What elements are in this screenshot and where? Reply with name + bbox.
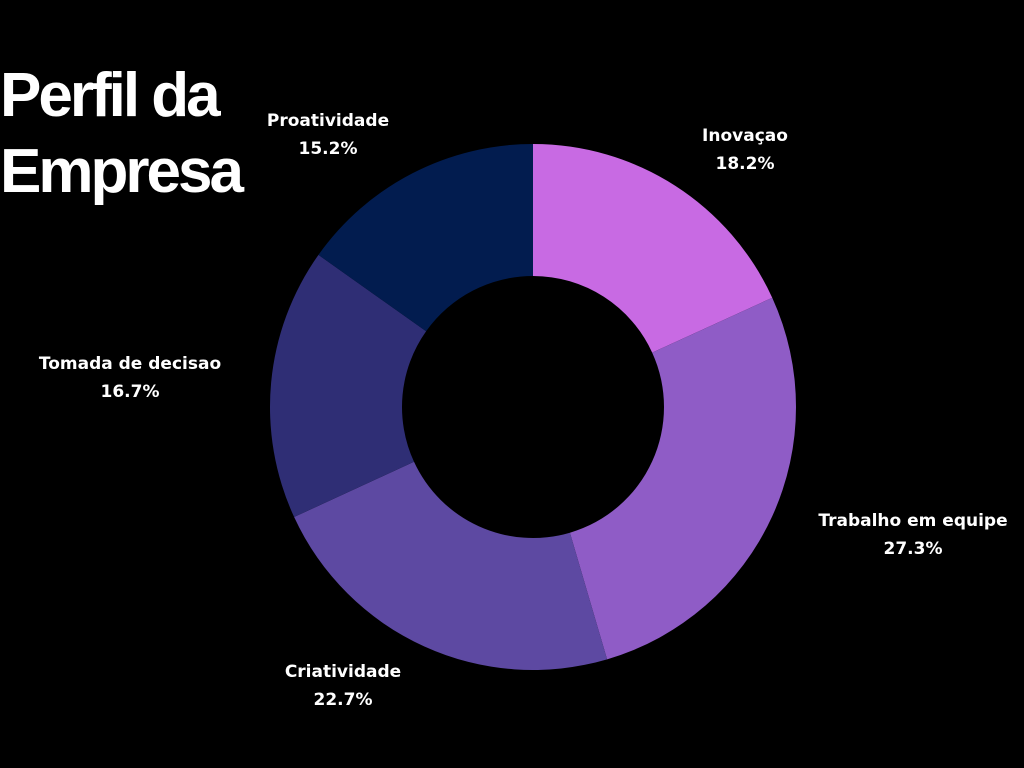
chart-title: Perfil da Empresa (0, 58, 300, 210)
slice-label-criatividade: Criatividade 22.7% (285, 658, 401, 714)
slice-label-value: 22.7% (313, 690, 373, 710)
donut-slice-trabalho-em-equipe (569, 297, 796, 660)
slice-label-name: Proatividade (266, 111, 390, 131)
chart-title-line-2: Empresa (0, 137, 244, 206)
slice-label-tomada-de-decisao: Tomada de decisao 16.7% (39, 350, 221, 406)
slice-label-inovacao: Inovaçao 18.2% (702, 122, 788, 178)
donut-slice-proatividade (318, 144, 533, 332)
slice-label-name: Criatividade (284, 662, 402, 682)
donut-slice-tomada-de-decisao (269, 254, 427, 518)
slice-label-value: 18.2% (715, 154, 775, 174)
slice-label-name: Tomada de decisao (38, 354, 222, 374)
slice-label-value: 15.2% (298, 139, 358, 159)
slice-label-name: Trabalho em equipe (818, 511, 1008, 531)
chart-title-line-1: Perfil da (0, 61, 221, 130)
donut-slice-criatividade (294, 461, 608, 671)
slice-label-trabalho-em-equipe: Trabalho em equipe 27.3% (818, 507, 1007, 563)
slice-label-value: 16.7% (100, 382, 160, 402)
donut-slice-inova-ao (533, 144, 773, 353)
slice-label-name: Inovaçao (702, 126, 788, 146)
slice-label-value: 27.3% (883, 539, 943, 559)
slice-label-proatividade: Proatividade 15.2% (267, 107, 389, 163)
